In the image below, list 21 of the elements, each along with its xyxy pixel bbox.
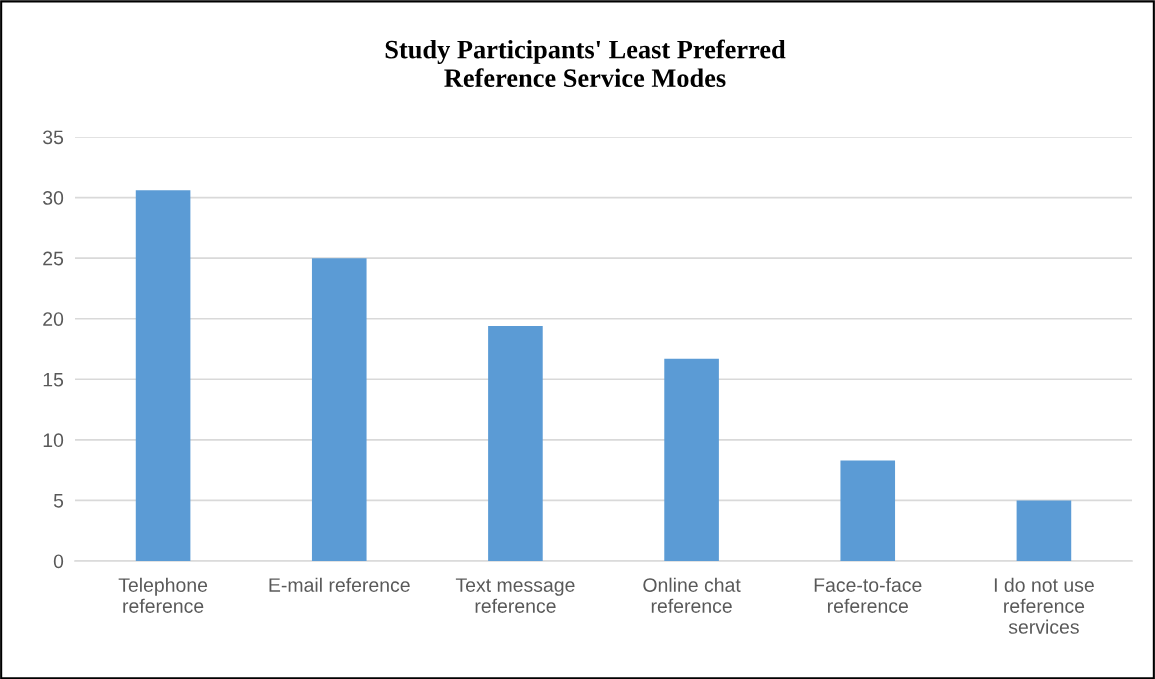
y-tick-label: 30	[43, 191, 64, 205]
y-tick-label: 25	[43, 251, 64, 266]
x-tick-label: Text message reference	[455, 578, 575, 613]
y-tick-label: 35	[43, 130, 64, 145]
y-tick-label: 5	[53, 494, 64, 508]
bar	[840, 460, 896, 561]
y-tick-label: 20	[43, 312, 64, 326]
y-tick-label: 0	[53, 554, 64, 569]
x-tick-label: E-mail reference	[269, 577, 410, 592]
x-tick-label: I do not use reference services	[994, 577, 1094, 634]
x-tick-label: Telephone reference	[118, 577, 208, 613]
x-tick-label: Online chat reference	[643, 577, 741, 613]
bar	[311, 258, 367, 561]
bar	[664, 358, 719, 561]
y-tick-label: 15	[43, 372, 64, 387]
bar	[488, 325, 543, 561]
chart-title: Study Participants' Least Preferred Reference Service Modes	[385, 39, 786, 88]
bar	[1016, 500, 1072, 561]
x-tick-label: Face-to-face reference	[814, 577, 922, 613]
y-tick-label: 10	[43, 433, 64, 448]
bar	[135, 190, 191, 561]
